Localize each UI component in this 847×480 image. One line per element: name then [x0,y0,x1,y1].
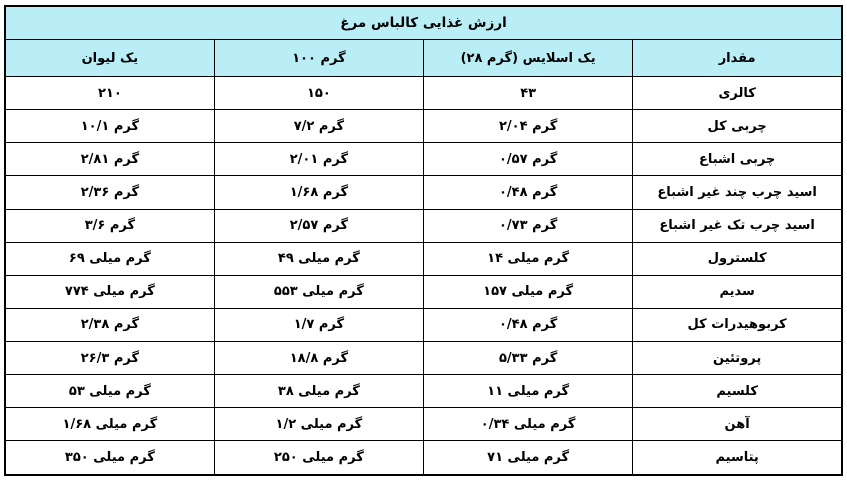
value-cell-100g: ۱/۷ گرم [213,307,425,343]
value-cell-cup: ۵۳ میلی گرم [4,374,215,409]
value-cell-slice: ۰/۵۷ گرم [422,142,634,177]
value-cell-100g: ۱۸/۸ گرم [213,340,425,376]
value-cell-slice: ۱۴ میلی گرم [422,241,634,276]
table-row: ۲/۸۱ گرم ۲/۰۱ گرم ۰/۵۷ گرم چربی اشباع [4,142,843,177]
table-row: ۷۷۴ میلی گرم ۵۵۳ میلی گرم ۱۵۷ میلی گرم سدیم [4,274,843,309]
value-cell-slice: ۰/۳۴ میلی گرم [422,407,634,442]
column-header-cup: یک لیوان [4,39,215,77]
value-cell-100g: ۵۵۳ میلی گرم [213,274,425,309]
row-label: کلسترول [632,241,843,276]
row-label: سدیم [632,274,843,309]
table-row: ۱۰/۱ گرم ۷/۲ گرم ۲/۰۴ گرم چربی کل [4,109,843,144]
row-label: آهن [632,407,843,442]
value-cell-cup: ۳/۶ گرم [4,208,215,243]
value-cell-slice: ۰/۴۸ گرم [422,175,634,210]
table-row: ۱/۶۸ میلی گرم ۱/۲ میلی گرم ۰/۳۴ میلی گرم آه… [4,407,843,442]
table-row: ۳/۶ گرم ۲/۵۷ گرم ۰/۷۳ گرم اسید چرب تک غیر ا… [4,208,843,243]
value-cell-cup: ۶۹ میلی گرم [4,241,215,276]
row-label: اسید چرب تک غیر اشباع [632,208,843,243]
value-cell-cup: ۱/۶۸ میلی گرم [4,407,215,442]
value-cell-cup: ۲/۳۸ گرم [4,307,215,343]
row-label: پتاسیم [632,440,843,476]
value-cell-cup: ۲۱۰ [4,75,215,111]
value-cell-slice: ۴۳ [422,75,634,111]
row-label: اسید چرب چند غیر اشباع [632,175,843,210]
nutrition-table: ارزش غذایی کالباس مرغ یک لیوان ۱۰۰ گرم ی… [4,5,843,476]
value-cell-100g: ۲۵۰ میلی گرم [213,440,425,476]
table-row: ۲/۳۶ گرم ۱/۶۸ گرم ۰/۴۸ گرم اسید چرب چند غیر… [4,175,843,210]
title-row: ارزش غذایی کالباس مرغ [4,5,843,40]
value-cell-slice: ۰/۴۸ گرم [422,307,634,343]
table-row: ۵۳ میلی گرم ۳۸ میلی گرم ۱۱ میلی گرم کلسیم [4,374,843,409]
value-cell-100g: ۲/۰۱ گرم [213,142,425,177]
row-label: کالری [632,75,843,111]
table-row: ۶۹ میلی گرم ۴۹ میلی گرم ۱۴ میلی گرم کلسترول [4,241,843,276]
row-label: کلسیم [632,374,843,409]
row-label: چربی اشباع [632,142,843,177]
row-label: کربوهیدرات کل [632,307,843,343]
value-cell-100g: ۳۸ میلی گرم [213,374,425,409]
value-cell-cup: ۲۶/۳ گرم [4,340,215,376]
value-cell-cup: ۳۵۰ میلی گرم [4,440,215,476]
column-header-slice: یک اسلایس (۲۸ گرم) [422,39,634,77]
table-row: ۳۵۰ میلی گرم ۲۵۰ میلی گرم ۷۱ میلی گرم پتاسی… [4,440,843,476]
column-header-amount: مقدار [632,39,843,77]
value-cell-100g: ۲/۵۷ گرم [213,208,425,243]
value-cell-100g: ۷/۲ گرم [213,109,425,144]
value-cell-slice: ۵/۳۳ گرم [422,340,634,376]
header-row: یک لیوان ۱۰۰ گرم یک اسلایس (۲۸ گرم) مقدا… [4,39,843,77]
table-row: ۲۶/۳ گرم ۱۸/۸ گرم ۵/۳۳ گرم پروتئین [4,340,843,376]
value-cell-slice: ۱۵۷ میلی گرم [422,274,634,309]
value-cell-cup: ۷۷۴ میلی گرم [4,274,215,309]
value-cell-slice: ۱۱ میلی گرم [422,374,634,409]
column-header-100g: ۱۰۰ گرم [213,39,425,77]
table-title: ارزش غذایی کالباس مرغ [4,5,843,40]
value-cell-slice: ۲/۰۴ گرم [422,109,634,144]
value-cell-slice: ۰/۷۳ گرم [422,208,634,243]
value-cell-slice: ۷۱ میلی گرم [422,440,634,476]
value-cell-cup: ۲/۳۶ گرم [4,175,215,210]
value-cell-cup: ۲/۸۱ گرم [4,142,215,177]
value-cell-100g: ۴۹ میلی گرم [213,241,425,276]
row-label: چربی کل [632,109,843,144]
table-row: ۲۱۰ ۱۵۰ ۴۳ کالری [4,75,843,111]
table-row: ۲/۳۸ گرم ۱/۷ گرم ۰/۴۸ گرم کربوهیدرات کل [4,307,843,343]
value-cell-100g: ۱/۲ میلی گرم [213,407,425,442]
table-body: ۲۱۰ ۱۵۰ ۴۳ کالری ۱۰/۱ گرم ۷/۲ گرم ۲/۰۴ گرم چربی… [4,75,843,476]
value-cell-100g: ۱۵۰ [213,75,425,111]
value-cell-cup: ۱۰/۱ گرم [4,109,215,144]
row-label: پروتئین [632,340,843,376]
value-cell-100g: ۱/۶۸ گرم [213,175,425,210]
